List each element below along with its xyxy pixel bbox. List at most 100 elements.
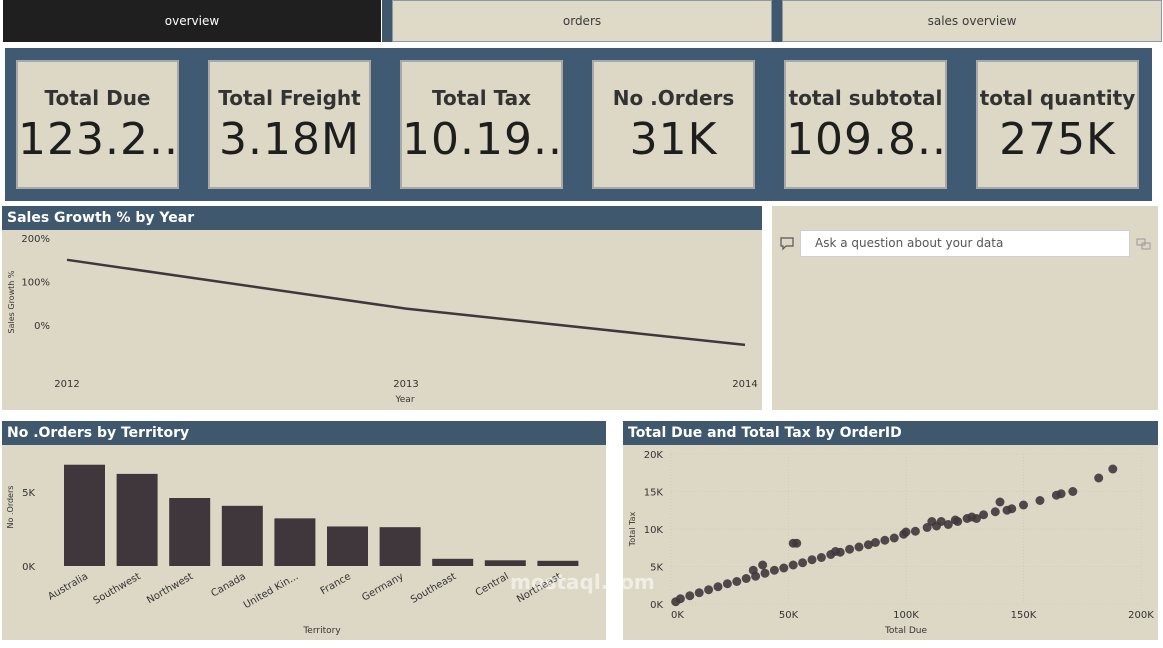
scatter-point: [990, 507, 1000, 517]
scatter-point: [792, 538, 802, 548]
kpi-card-total-freight[interactable]: Total Freight 3.18M: [208, 60, 371, 189]
y-axis-label: Sales Growth %: [7, 270, 16, 333]
x-tick-label: Australia: [46, 571, 90, 603]
kpi-band: [5, 48, 1152, 201]
y-tick-label: 200%: [21, 234, 50, 245]
scatter-point: [713, 582, 723, 592]
scatter-point: [962, 514, 972, 523]
scatter-point: [972, 514, 981, 523]
scatter-point: [741, 574, 751, 583]
scatter-point: [760, 568, 770, 578]
series-line: [66, 258, 746, 347]
scatter-point: [943, 520, 953, 529]
scatter-point: [671, 597, 681, 607]
kpi-value: 123.2...: [18, 114, 177, 165]
kpi-value: 3.18M: [219, 114, 360, 165]
bar: [327, 526, 368, 566]
scatter-point: [922, 523, 932, 532]
kpi-value: 275K: [999, 114, 1116, 165]
kpi-card-total-subtotal[interactable]: total subtotal 109.8...: [784, 60, 947, 189]
scatter-point: [936, 517, 946, 526]
kpi-value: 31K: [629, 114, 718, 165]
x-tick-label: Germany: [360, 571, 405, 604]
x-tick-label: Southwest: [92, 571, 143, 607]
scatter-point: [758, 560, 768, 570]
bar: [537, 560, 579, 566]
kpi-card-no-orders[interactable]: No .Orders 31K: [592, 60, 755, 189]
x-tick-label: France: [319, 571, 353, 597]
x-tick-label: 2012: [54, 379, 79, 390]
qa-input[interactable]: Ask a question about your data: [800, 230, 1130, 257]
scatter-chart-panel[interactable]: Total Due and Total Tax by OrderID 20K 15…: [623, 421, 1158, 640]
kpi-card-total-tax[interactable]: Total Tax 10.19..: [400, 60, 563, 189]
y-tick-label: 20K: [644, 450, 664, 461]
bar: [116, 473, 158, 566]
x-tick-label: 0K: [671, 610, 684, 621]
bar-chart: 5K 0K No .Orders Australia Southwest Northwes…: [6, 464, 579, 636]
bar: [432, 558, 474, 566]
scatter-point: [732, 577, 742, 586]
scatter-point: [694, 588, 704, 598]
bar: [169, 498, 211, 566]
bar: [484, 560, 526, 566]
kpi-title: total subtotal: [788, 86, 943, 110]
tab-sales-overview[interactable]: sales overview: [782, 0, 1162, 42]
scatter-point: [880, 535, 890, 545]
x-axis-label: Territory: [302, 626, 341, 636]
y-tick-label: 15K: [644, 488, 664, 499]
scatter-point: [854, 542, 864, 552]
chart-title: Sales Growth % by Year: [2, 206, 762, 230]
x-tick-label: Central: [474, 571, 511, 599]
x-axis-label: Total Due: [884, 626, 928, 636]
scatter-point: [748, 565, 758, 575]
scatter-point: [807, 555, 817, 565]
scatter-point: [863, 540, 873, 550]
scatter-point: [1019, 500, 1028, 510]
kpi-card-total-quantity[interactable]: total quantity 275K: [976, 60, 1139, 189]
scatter-point: [889, 533, 899, 543]
kpi-title: total quantity: [979, 86, 1136, 110]
x-tick-label: Southeast: [409, 571, 458, 606]
scatter-point: [1051, 490, 1061, 500]
scatter-point: [704, 585, 714, 595]
kpi-title: No .Orders: [612, 86, 735, 110]
scatter-point: [769, 565, 779, 575]
y-tick-label: 100%: [21, 278, 50, 289]
kpi-title: Total Due: [44, 86, 151, 110]
bar: [64, 464, 105, 566]
kpi-card-total-due[interactable]: Total Due 123.2...: [16, 60, 179, 189]
x-tick-label: 150K: [1011, 610, 1037, 621]
x-tick-label: Northwest: [145, 571, 195, 606]
scatter-point: [816, 553, 826, 562]
chart-title: Total Due and Total Tax by OrderID: [623, 421, 1158, 445]
qa-options-icon[interactable]: [1136, 236, 1152, 252]
kpi-title: Total Freight: [218, 86, 361, 110]
scatter-point: [979, 510, 989, 520]
bar: [221, 505, 263, 566]
scatter-point: [1094, 473, 1104, 483]
tab-separator: [382, 0, 392, 42]
comment-icon[interactable]: [779, 236, 795, 252]
bar: [274, 518, 316, 566]
y-axis-label: No .Orders: [6, 486, 15, 529]
line-chart-panel[interactable]: Sales Growth % by Year 200% 100% 0% 2012 201…: [2, 206, 762, 410]
kpi-value: 109.8...: [786, 114, 945, 165]
watermark: mostaql.com: [510, 570, 655, 594]
tab-separator: [772, 0, 782, 42]
bar: [379, 527, 421, 566]
scatter-point: [831, 547, 840, 556]
scatter-point: [901, 527, 911, 537]
tab-overview[interactable]: overview: [3, 0, 381, 42]
line-chart: 200% 100% 0% 2012 2013 2014 Year Sales Growth %: [7, 234, 758, 405]
chart-title: No .Orders by Territory: [2, 421, 606, 445]
x-tick-label: 2014: [732, 379, 757, 390]
scatter-point: [950, 515, 960, 525]
bar-chart-panel[interactable]: No .Orders by Territory 5K 0K No .Orders Au…: [2, 421, 606, 640]
x-tick-label: 200K: [1128, 610, 1154, 621]
scatter-point: [1108, 464, 1118, 474]
y-tick-label: 0%: [34, 321, 50, 332]
scatter-point: [798, 558, 808, 568]
tab-orders[interactable]: orders: [392, 0, 772, 42]
scatter-point: [1068, 487, 1078, 496]
y-tick-label: 5K: [650, 563, 663, 574]
